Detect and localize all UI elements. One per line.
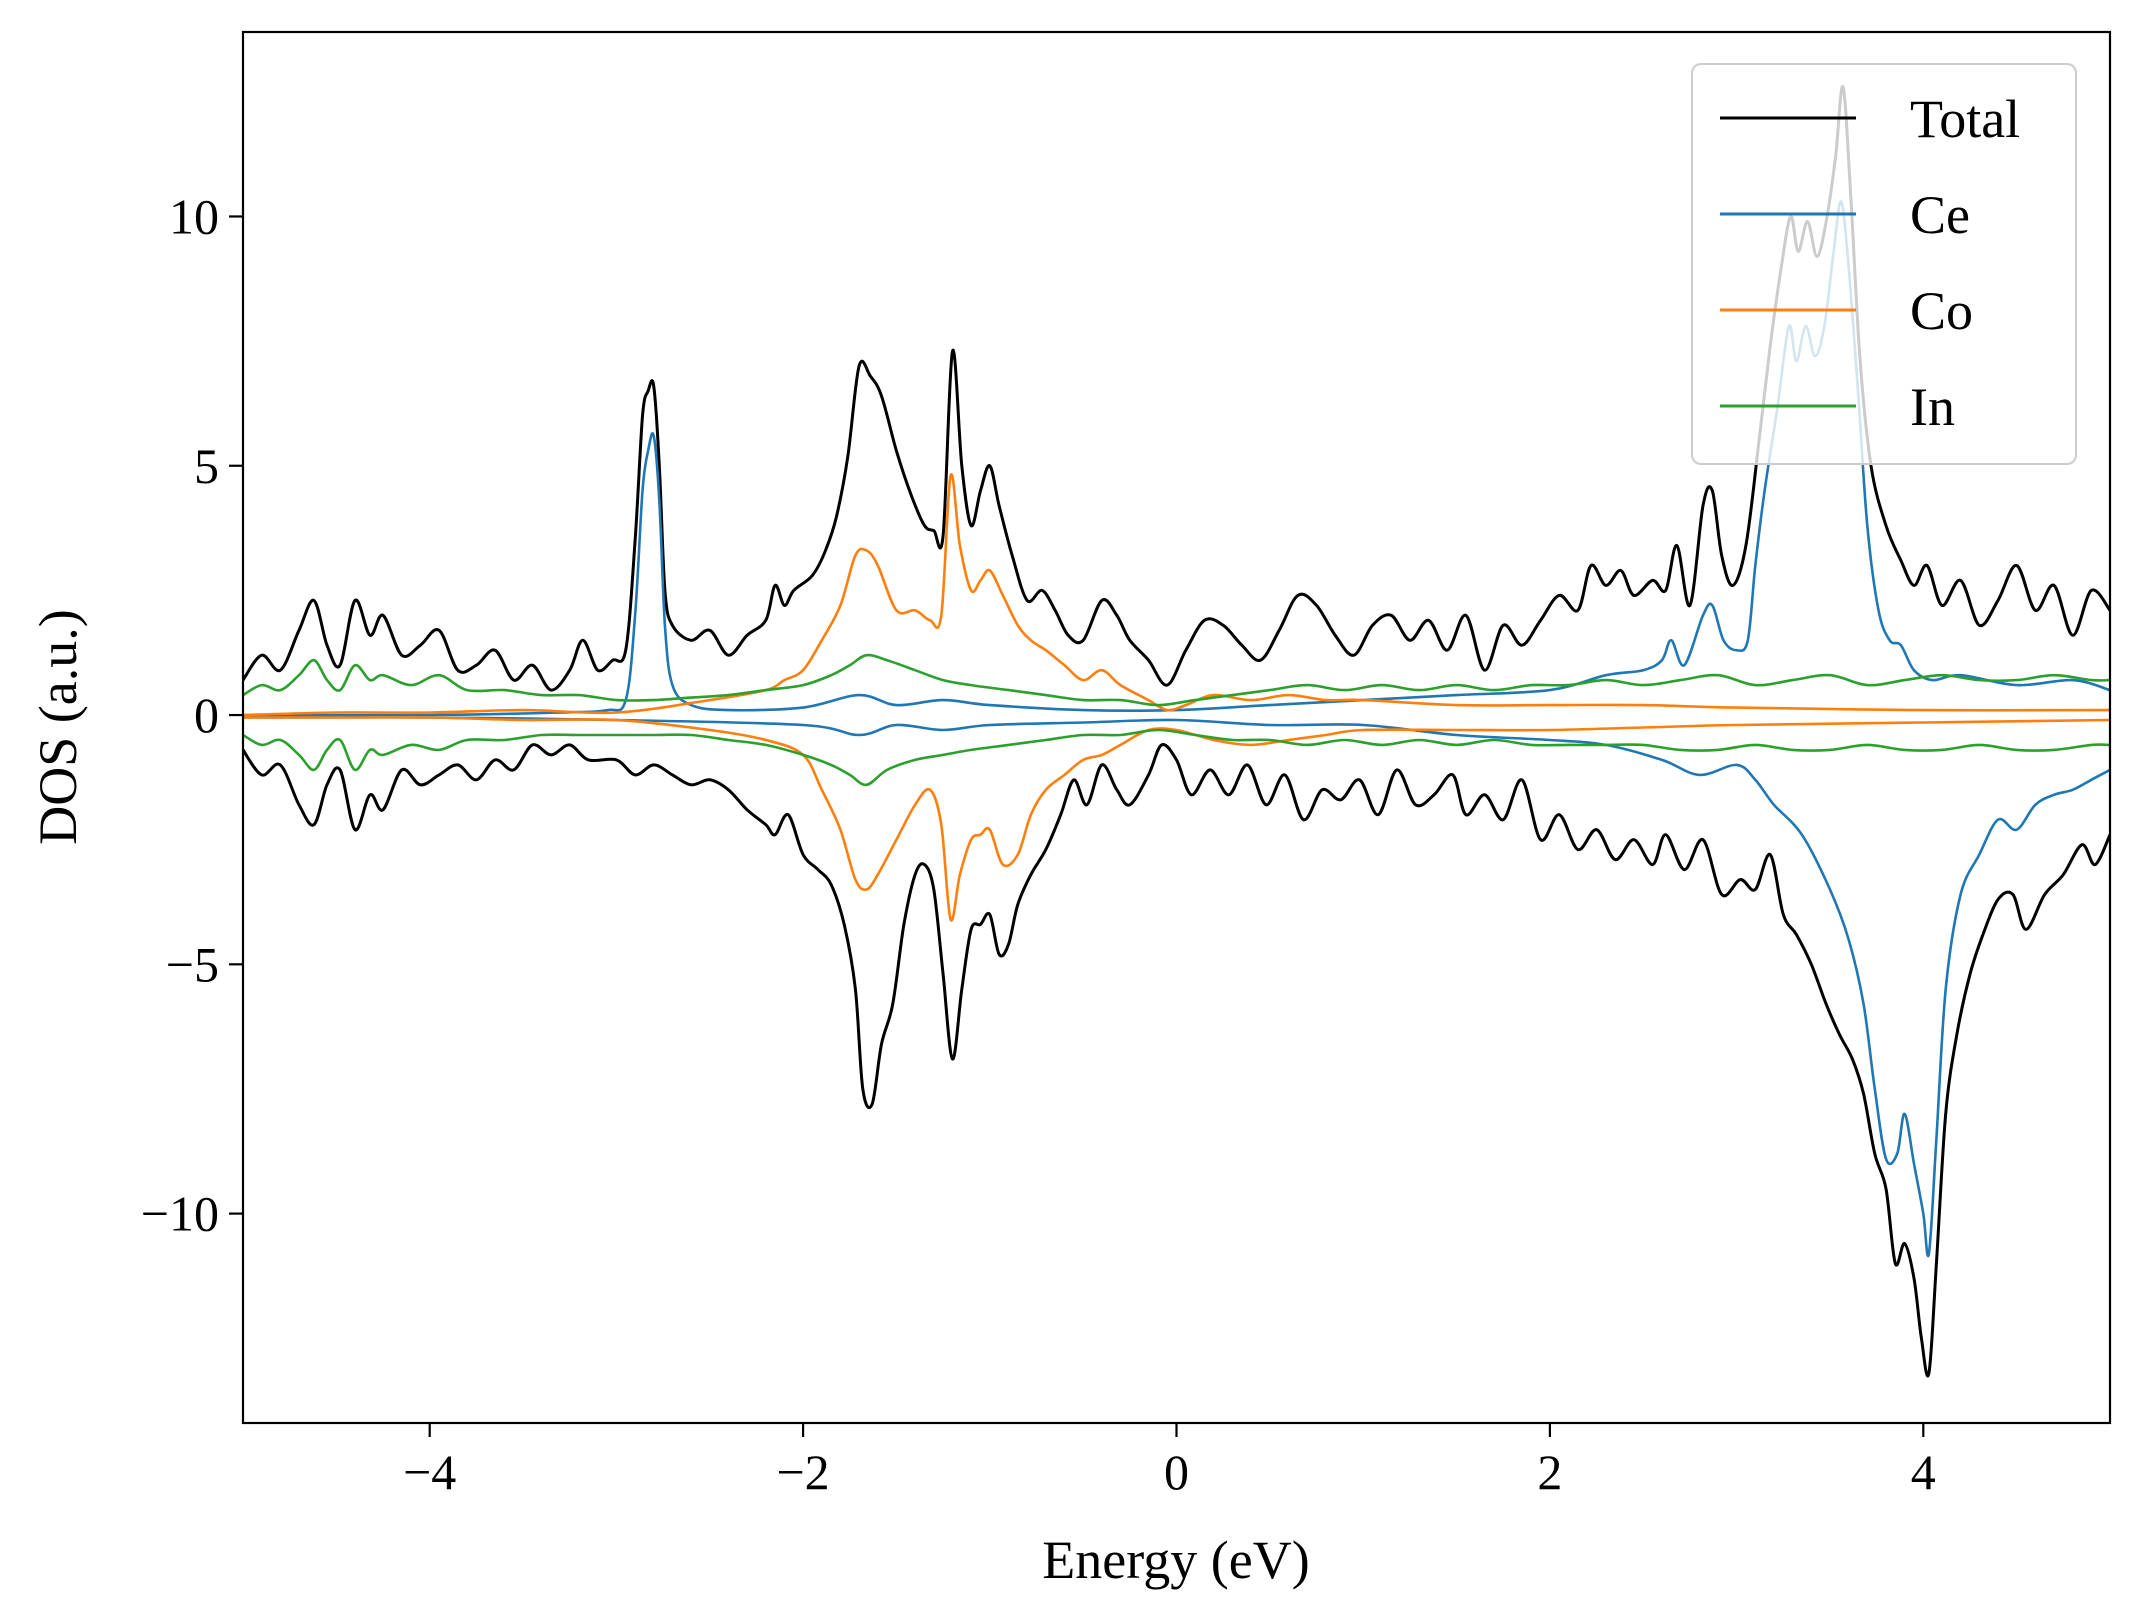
legend-box	[1691, 63, 2077, 465]
y-axis-label: DOS (a.u.)	[28, 609, 88, 844]
legend-label-total: Total	[1910, 89, 2020, 149]
x-tick-label: 4	[1911, 1444, 1936, 1500]
y-tick-label: −5	[166, 936, 219, 992]
y-tick-label: 5	[194, 438, 219, 494]
y-tick-label: 0	[194, 687, 219, 743]
y-tick-label: 10	[169, 188, 219, 244]
series-line-co-spin-down	[243, 716, 2110, 922]
series-line-total-spin-down	[243, 743, 2110, 1378]
y-axis: −10 −5 0 5 10	[141, 188, 243, 1242]
y-tick-label: −10	[141, 1186, 219, 1242]
series-layer	[243, 85, 2110, 1378]
x-tick-label: 0	[1164, 1444, 1189, 1500]
series-line-ce-spin-down	[243, 716, 2110, 1258]
series-line-in-spin-down	[243, 728, 2110, 787]
x-tick-label: −2	[776, 1444, 829, 1500]
x-tick-label: −4	[403, 1444, 456, 1500]
legend-label-co: Co	[1910, 281, 1973, 341]
x-axis-label: Energy (eV)	[1042, 1530, 1309, 1590]
x-tick-label: 2	[1537, 1444, 1562, 1500]
legend-label-in: In	[1910, 377, 1955, 437]
series-line-co-spin-up	[243, 473, 2110, 717]
legend-label-ce: Ce	[1910, 185, 1970, 245]
x-axis: −4 −2 0 2 4	[403, 1423, 1936, 1500]
legend: Total Ce Co In	[1691, 63, 2077, 465]
series-line-in-spin-up	[243, 653, 2110, 707]
